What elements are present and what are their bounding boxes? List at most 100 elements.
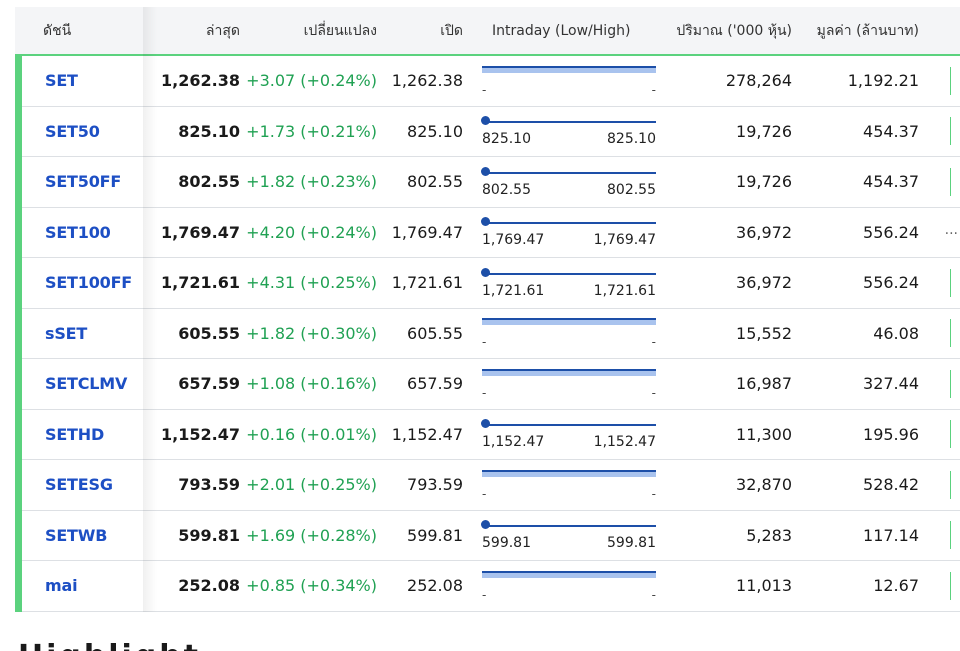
value: 327.44	[863, 374, 919, 394]
last-price: 825.10	[178, 121, 240, 141]
intraday-cell: --	[463, 316, 658, 350]
more-ellipsis-icon[interactable]: ···	[944, 225, 958, 242]
table-row[interactable]: SETESG 793.59 +2.01 (+0.25%) 793.59- -32,870…	[15, 460, 960, 511]
last-price: 599.81	[178, 525, 240, 545]
value: 195.96	[863, 424, 919, 444]
table-row[interactable]: SET50FF 802.55 +1.82 (+0.23%) 802.55 802.55 8…	[15, 157, 960, 208]
row-more[interactable]	[919, 268, 960, 297]
section-heading: Highlight	[18, 638, 338, 651]
mini-chart-icon[interactable]	[950, 420, 958, 449]
row-more[interactable]	[919, 117, 960, 146]
table-row[interactable]: SET100FF 1,721.61 +4.31 (+0.25%) 1,721.61 1,…	[15, 258, 960, 309]
table-row[interactable]: SET 1,262.38 +3.07 (+0.24%) 1,262.38- -278,2…	[15, 56, 960, 107]
row-more[interactable]	[919, 470, 960, 499]
intraday-cell: 599.81 599.81	[463, 518, 658, 552]
row-more[interactable]	[919, 66, 960, 95]
row-more[interactable]	[919, 521, 960, 550]
intraday-line	[482, 222, 656, 225]
value: 556.24	[863, 222, 919, 242]
mini-chart-icon[interactable]	[950, 268, 958, 297]
change-value: +1.73 (+0.21%)	[246, 121, 377, 141]
intraday-range-bar: 1,721.61 1,721.61	[481, 266, 656, 300]
row-more[interactable]	[919, 420, 960, 449]
header-index[interactable]: ดัชนี	[43, 22, 72, 39]
open-price: 605.55	[407, 323, 463, 343]
intraday-high: -	[651, 486, 656, 501]
intraday-high: -	[651, 335, 656, 350]
row-more[interactable]	[919, 319, 960, 348]
row-more[interactable]	[919, 369, 960, 398]
market-index-table: ดัชนี ล่าสุด เปลี่ยนแปลง เปิด Intraday (…	[15, 7, 960, 612]
intraday-high: 1,721.61	[593, 282, 656, 299]
volume: 16,987	[736, 374, 792, 394]
header-change[interactable]: เปลี่ยนแปลง	[303, 22, 377, 39]
row-more[interactable]	[919, 571, 960, 600]
table-row[interactable]: SET100 1,769.47 +4.20 (+0.24%) 1,769.47 1,76…	[15, 207, 960, 258]
index-link[interactable]: SETESG	[45, 475, 113, 495]
header-volume[interactable]: ปริมาณ ('000 หุ้น)	[676, 22, 792, 39]
mini-chart-icon[interactable]	[950, 369, 958, 398]
table-row[interactable]: SETWB 599.81 +1.69 (+0.28%) 599.81 599.81 599…	[15, 510, 960, 561]
index-link[interactable]: SETWB	[45, 525, 108, 545]
table-row[interactable]: SET50 825.10 +1.73 (+0.21%) 825.10 825.10 825…	[15, 106, 960, 157]
mini-chart-icon[interactable]	[950, 319, 958, 348]
table-header: ดัชนี ล่าสุด เปลี่ยนแปลง เปิด Intraday (…	[15, 7, 960, 56]
index-link[interactable]: mai	[45, 576, 78, 596]
change-value: +4.31 (+0.25%)	[246, 273, 377, 293]
intraday-cell: 1,152.47 1,152.47	[463, 417, 658, 451]
value: 117.14	[863, 525, 919, 545]
row-more[interactable]	[919, 167, 960, 196]
table-row[interactable]: SETHD 1,152.47 +0.16 (+0.01%) 1,152.47 1,152…	[15, 409, 960, 460]
header-last[interactable]: ล่าสุด	[205, 22, 240, 39]
intraday-low: 1,769.47	[482, 232, 545, 249]
open-price: 793.59	[407, 475, 463, 495]
mini-chart-icon[interactable]	[950, 117, 958, 146]
row-more[interactable]: ···	[919, 223, 960, 242]
volume: 36,972	[736, 273, 792, 293]
change-value: +1.69 (+0.28%)	[246, 525, 377, 545]
mini-chart-icon[interactable]	[950, 521, 958, 550]
index-link[interactable]: SET50FF	[45, 172, 122, 192]
index-link[interactable]: SET50	[45, 121, 100, 141]
mini-chart-icon[interactable]	[950, 470, 958, 499]
intraday-cell: 1,721.61 1,721.61	[463, 266, 658, 300]
index-link[interactable]: SET100FF	[45, 273, 133, 293]
last-price: 1,721.61	[161, 273, 240, 293]
intraday-band	[482, 469, 656, 477]
intraday-low: -	[482, 335, 487, 350]
value: 12.67	[873, 576, 919, 596]
value: 46.08	[873, 323, 919, 343]
mini-chart-icon[interactable]	[950, 571, 958, 600]
index-link[interactable]: sSET	[45, 323, 88, 343]
open-price: 1,152.47	[391, 424, 463, 444]
intraday-range-bar: 1,152.47 1,152.47	[481, 417, 656, 451]
table-row[interactable]: sSET 605.55 +1.82 (+0.30%) 605.55- -15,552 46…	[15, 308, 960, 359]
intraday-band	[482, 318, 656, 326]
intraday-range-bar: --	[482, 569, 656, 603]
table-row[interactable]: mai 252.08 +0.85 (+0.34%) 252.08- -11,013 12.…	[15, 561, 960, 612]
header-value[interactable]: มูลค่า (ล้านบาท)	[816, 22, 919, 39]
change-value: +3.07 (+0.24%)	[246, 71, 377, 91]
header-open[interactable]: เปิด	[440, 22, 463, 39]
index-link[interactable]: SETHD	[45, 424, 105, 444]
mini-chart-icon[interactable]	[950, 167, 958, 196]
change-value: +0.85 (+0.34%)	[246, 576, 377, 596]
intraday-high: -	[651, 385, 656, 400]
change-value: +4.20 (+0.24%)	[246, 222, 377, 242]
index-link[interactable]: SET	[45, 71, 78, 91]
volume: 278,264	[725, 71, 792, 91]
open-price: 252.08	[407, 576, 463, 596]
table-body: SET 1,262.38 +3.07 (+0.24%) 1,262.38- -278,2…	[15, 56, 960, 612]
intraday-marker-icon	[481, 520, 490, 530]
intraday-high: 802.55	[607, 181, 656, 198]
table-row[interactable]: SETCLMV 657.59 +1.08 (+0.16%) 657.59- -16,98…	[15, 359, 960, 410]
intraday-range-bar: 825.10 825.10	[481, 114, 656, 148]
index-link[interactable]: SETCLMV	[45, 374, 128, 394]
intraday-range-bar: 1,769.47 1,769.47	[481, 215, 656, 249]
volume: 19,726	[736, 172, 792, 192]
last-price: 605.55	[178, 323, 240, 343]
mini-chart-icon[interactable]	[950, 66, 958, 95]
index-link[interactable]: SET100	[45, 222, 111, 242]
volume: 11,300	[736, 424, 792, 444]
intraday-marker-icon	[481, 419, 490, 429]
